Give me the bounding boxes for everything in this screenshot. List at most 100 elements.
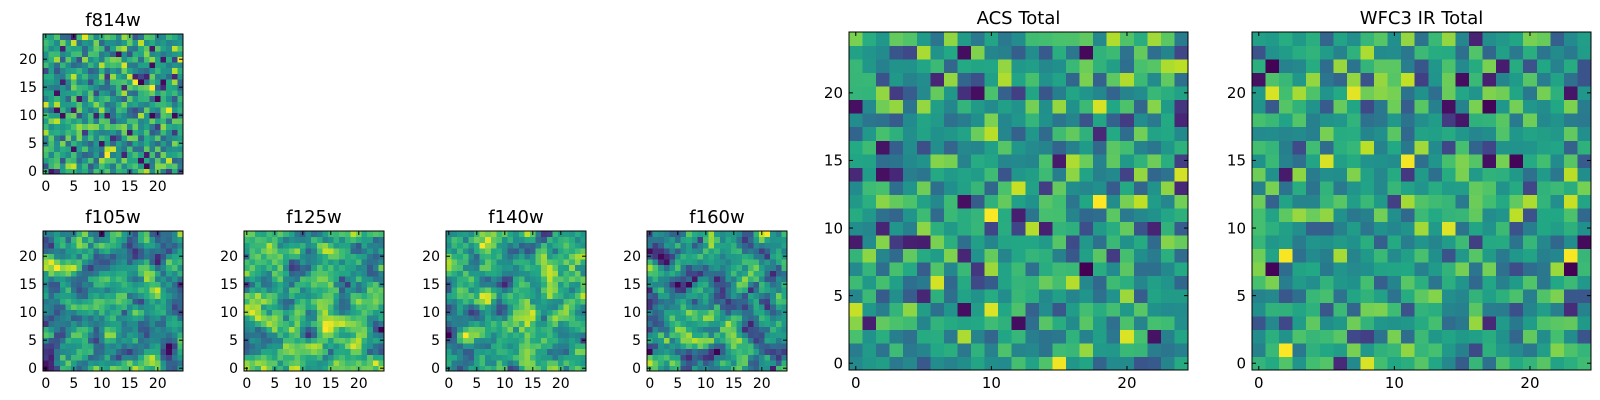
heatmap-cell [65,253,72,260]
heatmap-cell [143,264,150,271]
heatmap-cell [166,168,173,175]
heatmap-cell [255,264,262,271]
heatmap-cell [691,242,698,249]
heatmap-cell [115,242,122,249]
heatmap-cell [171,112,178,119]
heatmap-cell [686,231,693,238]
heatmap-cell [1414,356,1429,371]
heatmap-cell [333,331,340,338]
heatmap-cell [1306,167,1321,182]
heatmap-cell [1577,194,1592,209]
heatmap-cell [1550,302,1565,317]
heatmap-cell [48,134,55,141]
heatmap-cell [468,270,475,277]
axes-frame-f125w [243,230,385,372]
heatmap-cell [1133,356,1148,371]
heatmap-cell [1536,329,1551,344]
heatmap-cell [998,356,1013,371]
heatmap-cell [502,270,509,277]
heatmap-cell [160,287,167,294]
axes-frame-wfc3-ir-total [1251,31,1592,371]
heatmap-cell [518,253,525,260]
heatmap-cell [244,315,251,322]
heatmap-cell [48,337,55,344]
heatmap-cell [104,320,111,327]
heatmap-cell [1360,302,1375,317]
heatmap-cell [1455,275,1470,290]
heatmap-cell [378,315,385,322]
heatmap-cell [1093,288,1108,303]
heatmap-cell [530,303,537,310]
heatmap-cell [530,359,537,366]
heatmap-cell [160,78,167,85]
y-tick-label: 10 [19,108,37,124]
heatmap-cell [479,309,486,316]
heatmap-cell [1455,207,1470,222]
heatmap-cell [255,236,262,243]
heatmap-cell [115,168,122,175]
heatmap-cell [65,67,72,74]
heatmap-cell [82,292,89,299]
heatmap-cell [344,359,351,366]
heatmap-cell [714,303,721,310]
heatmap-cell [496,264,503,271]
heatmap-cell [143,78,150,85]
heatmap-cell [708,298,715,305]
heatmap-cell [535,337,542,344]
heatmap-cell [462,253,469,260]
heatmap-cell [54,84,61,91]
heatmap-cell [59,123,66,130]
heatmap-cell [305,359,312,366]
heatmap-cell [127,45,134,52]
heatmap-cell [356,292,363,299]
heatmap-cell [300,315,307,322]
heatmap-cell [367,359,374,366]
heatmap-cell [288,236,295,243]
heatmap-cell [59,231,66,238]
heatmap-cell [658,331,665,338]
heatmap-cell [731,292,738,299]
heatmap-cell [903,86,918,101]
heatmap-cell [155,101,162,108]
heatmap-cell [889,45,904,60]
heatmap-cell [1160,329,1176,344]
heatmap-cell [266,298,273,305]
heatmap-cell [1252,45,1267,60]
heatmap-cell [546,247,553,254]
heatmap-cell [249,365,256,372]
heatmap-cell [305,326,312,333]
heatmap-cell [255,315,262,322]
heatmap-cell [177,106,184,113]
heatmap-cell [160,90,167,97]
heatmap-cell [474,320,481,327]
heatmap-cell [764,292,771,299]
heatmap-cell [344,343,351,350]
heatmap-cell [350,309,357,316]
heatmap-cell [759,315,766,322]
heatmap-cell [1536,275,1551,290]
heatmap-cell [266,236,273,243]
heatmap-cell [155,118,162,125]
heatmap-cell [1482,140,1497,155]
heatmap-cell [535,281,542,288]
y-tick-label: 0 [632,361,641,377]
heatmap-cell [849,234,864,249]
heatmap-cell [255,253,262,260]
heatmap-cell [658,281,665,288]
heatmap-cell [339,247,346,254]
heatmap-cell [76,303,83,310]
heatmap-cell [1265,221,1280,236]
heatmap-cell [1025,302,1040,317]
heatmap-cell [344,292,351,299]
heatmap-cell [502,259,509,266]
heatmap-cell [971,275,986,290]
heatmap-cell [344,259,351,266]
heatmap-cell [930,221,945,236]
heatmap-cell [311,343,318,350]
heatmap-cell [339,270,346,277]
heatmap-cell [535,365,542,372]
heatmap-cell [322,359,329,366]
heatmap-cell [876,167,891,182]
heatmap-cell [468,365,475,372]
heatmap-cell [48,320,55,327]
